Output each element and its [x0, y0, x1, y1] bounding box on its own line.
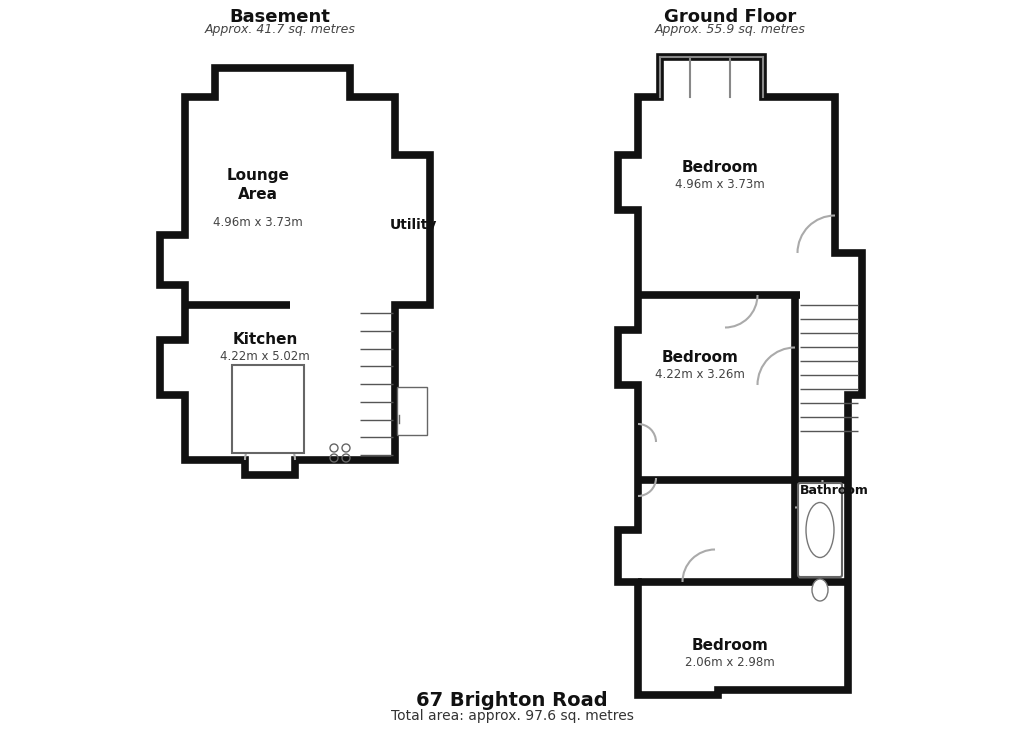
Text: Ground Floor: Ground Floor — [664, 8, 796, 26]
Text: Kitchen: Kitchen — [232, 333, 298, 347]
Polygon shape — [618, 57, 862, 695]
Text: Approx. 55.9 sq. metres: Approx. 55.9 sq. metres — [654, 23, 806, 36]
Text: Approx. 41.7 sq. metres: Approx. 41.7 sq. metres — [205, 23, 355, 36]
Text: Total area: approx. 97.6 sq. metres: Total area: approx. 97.6 sq. metres — [390, 709, 634, 723]
Bar — [397, 387, 427, 435]
Text: Bathroom: Bathroom — [800, 484, 869, 496]
Text: 4.96m x 3.73m: 4.96m x 3.73m — [213, 216, 303, 228]
Text: Bedroom: Bedroom — [662, 350, 738, 365]
Text: Utility: Utility — [389, 218, 436, 232]
Text: 2.06m x 2.98m: 2.06m x 2.98m — [685, 655, 775, 669]
Ellipse shape — [812, 579, 828, 601]
Text: Basement: Basement — [229, 8, 331, 26]
Text: 4.96m x 3.73m: 4.96m x 3.73m — [675, 179, 765, 191]
Polygon shape — [160, 68, 430, 475]
Text: Bedroom: Bedroom — [682, 161, 759, 176]
Text: Bedroom: Bedroom — [691, 638, 768, 652]
Ellipse shape — [806, 502, 834, 557]
Bar — [232, 365, 304, 453]
Text: Lounge
Area: Lounge Area — [226, 167, 290, 202]
Text: 4.22m x 5.02m: 4.22m x 5.02m — [220, 350, 310, 364]
FancyBboxPatch shape — [798, 483, 842, 577]
Text: 67 Brighton Road: 67 Brighton Road — [416, 690, 608, 710]
Text: 4.22m x 3.26m: 4.22m x 3.26m — [655, 368, 744, 382]
